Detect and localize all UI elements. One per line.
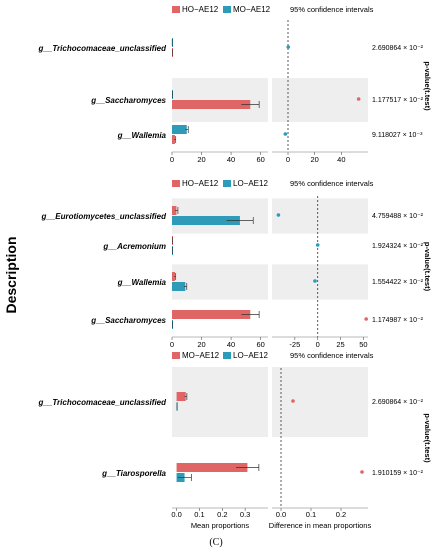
category-label: g__Saccharomyces	[90, 96, 166, 105]
p-value: 2.690864 × 10⁻²	[372, 45, 424, 52]
p-value: 1.910159 × 10⁻²	[372, 470, 424, 477]
p-value: 4.759488 × 10⁻²	[372, 213, 424, 220]
bar-tick-label: 0.3	[240, 510, 250, 519]
diff-point	[291, 399, 295, 403]
diff-point	[360, 470, 364, 474]
diff-tick-label: 20	[310, 155, 318, 164]
bar	[172, 282, 186, 291]
legend-entry: HO−AE12	[182, 5, 219, 14]
p-value: 1.177517 × 10⁻²	[372, 97, 424, 104]
bar	[172, 100, 251, 109]
category-label: g__Eurotiomycetes_unclassified	[41, 212, 168, 221]
legend-swatch-2-0	[172, 352, 180, 359]
diff-tick-label: 40	[337, 155, 345, 164]
bar	[172, 125, 187, 134]
bar	[172, 206, 177, 215]
diff-point	[286, 45, 291, 49]
description-axis-label: Description	[3, 236, 19, 313]
bar-tick-label: 40	[227, 340, 235, 349]
category-label: g__Trichocomaceae_unclassified	[38, 398, 168, 407]
p-value: 9.118027 × 10⁻³	[372, 132, 423, 139]
bar	[172, 216, 240, 225]
legend-entry: MO−AE12	[182, 351, 220, 360]
diff-tick-label: -25	[289, 340, 300, 349]
p-value: 1.554422 × 10⁻²	[372, 279, 424, 286]
bar	[172, 135, 175, 144]
ci-title: 95% confidence intervals	[290, 179, 374, 188]
bar-tick-label: 0.2	[217, 510, 227, 519]
p-value: 1.174987 × 10⁻²	[372, 317, 424, 324]
row-band	[272, 367, 368, 437]
diff-tick-label: 0	[286, 155, 290, 164]
bar	[176, 392, 186, 401]
p-value-axis-label: p-value(t.test)	[423, 413, 432, 463]
category-label: g__Acremonium	[102, 242, 166, 251]
category-label: g__Saccharomyces	[90, 316, 166, 325]
row-band	[172, 264, 268, 300]
p-value: 2.690864 × 10⁻²	[372, 399, 424, 406]
category-label: g__Wallemia	[117, 278, 167, 287]
diff-tick-label: 25	[336, 340, 344, 349]
diff-tick-label: 50	[359, 340, 367, 349]
bar-tick-label: 60	[256, 155, 264, 164]
legend-entry: HO−AE12	[182, 179, 219, 188]
diff-point	[364, 317, 368, 321]
bar	[176, 463, 248, 472]
panel-label: (C)	[209, 537, 222, 548]
x-axis-label: Mean proportions	[191, 521, 250, 530]
legend-swatch-0-1	[223, 6, 231, 13]
legend-swatch-1-0	[172, 180, 180, 187]
bar-tick-label: 0	[170, 155, 174, 164]
ci-title: 95% confidence intervals	[290, 351, 374, 360]
row-band	[272, 198, 368, 234]
bar-tick-label: 40	[227, 155, 235, 164]
bar-tick-label: 0.1	[194, 510, 204, 519]
bar-tick-label: 0.0	[171, 510, 181, 519]
diff-point	[313, 279, 317, 283]
bar-tick-label: 20	[197, 155, 205, 164]
bar-tick-label: 60	[256, 340, 264, 349]
bar	[172, 310, 251, 319]
diff-point	[276, 213, 281, 217]
p-value-axis-label: p-value(t.test)	[423, 242, 432, 292]
diff-tick-label: 0.2	[336, 510, 346, 519]
p-value: 1.924324 × 10⁻²	[372, 243, 424, 250]
diff-tick-label: 0.0	[276, 510, 286, 519]
row-band	[272, 78, 368, 122]
diff-tick-label: 0	[316, 340, 320, 349]
category-label: g__Trichocomaceae_unclassified	[38, 44, 168, 53]
diff-point	[315, 243, 320, 247]
p-value-axis-label: p-value(t.test)	[423, 61, 432, 111]
diff-tick-label: 0.1	[306, 510, 316, 519]
bar	[172, 272, 175, 281]
diff-point	[356, 97, 361, 101]
category-label: g__Tiarosporella	[101, 469, 166, 478]
legend-swatch-1-1	[223, 180, 231, 187]
legend-entry: LO−AE12	[233, 351, 268, 360]
row-band	[172, 367, 268, 437]
bar-tick-label: 20	[197, 340, 205, 349]
row-band	[272, 264, 368, 300]
diff-point	[283, 132, 288, 136]
bar-tick-label: 0	[170, 340, 174, 349]
legend-swatch-2-1	[223, 352, 231, 359]
legend-entry: MO−AE12	[233, 5, 271, 14]
legend-entry: LO−AE12	[233, 179, 268, 188]
category-label: g__Wallemia	[117, 131, 167, 140]
diff-x-axis-label: Difference in mean proportions	[269, 521, 372, 530]
legend-swatch-0-0	[172, 6, 180, 13]
ci-title: 95% confidence intervals	[290, 5, 374, 14]
